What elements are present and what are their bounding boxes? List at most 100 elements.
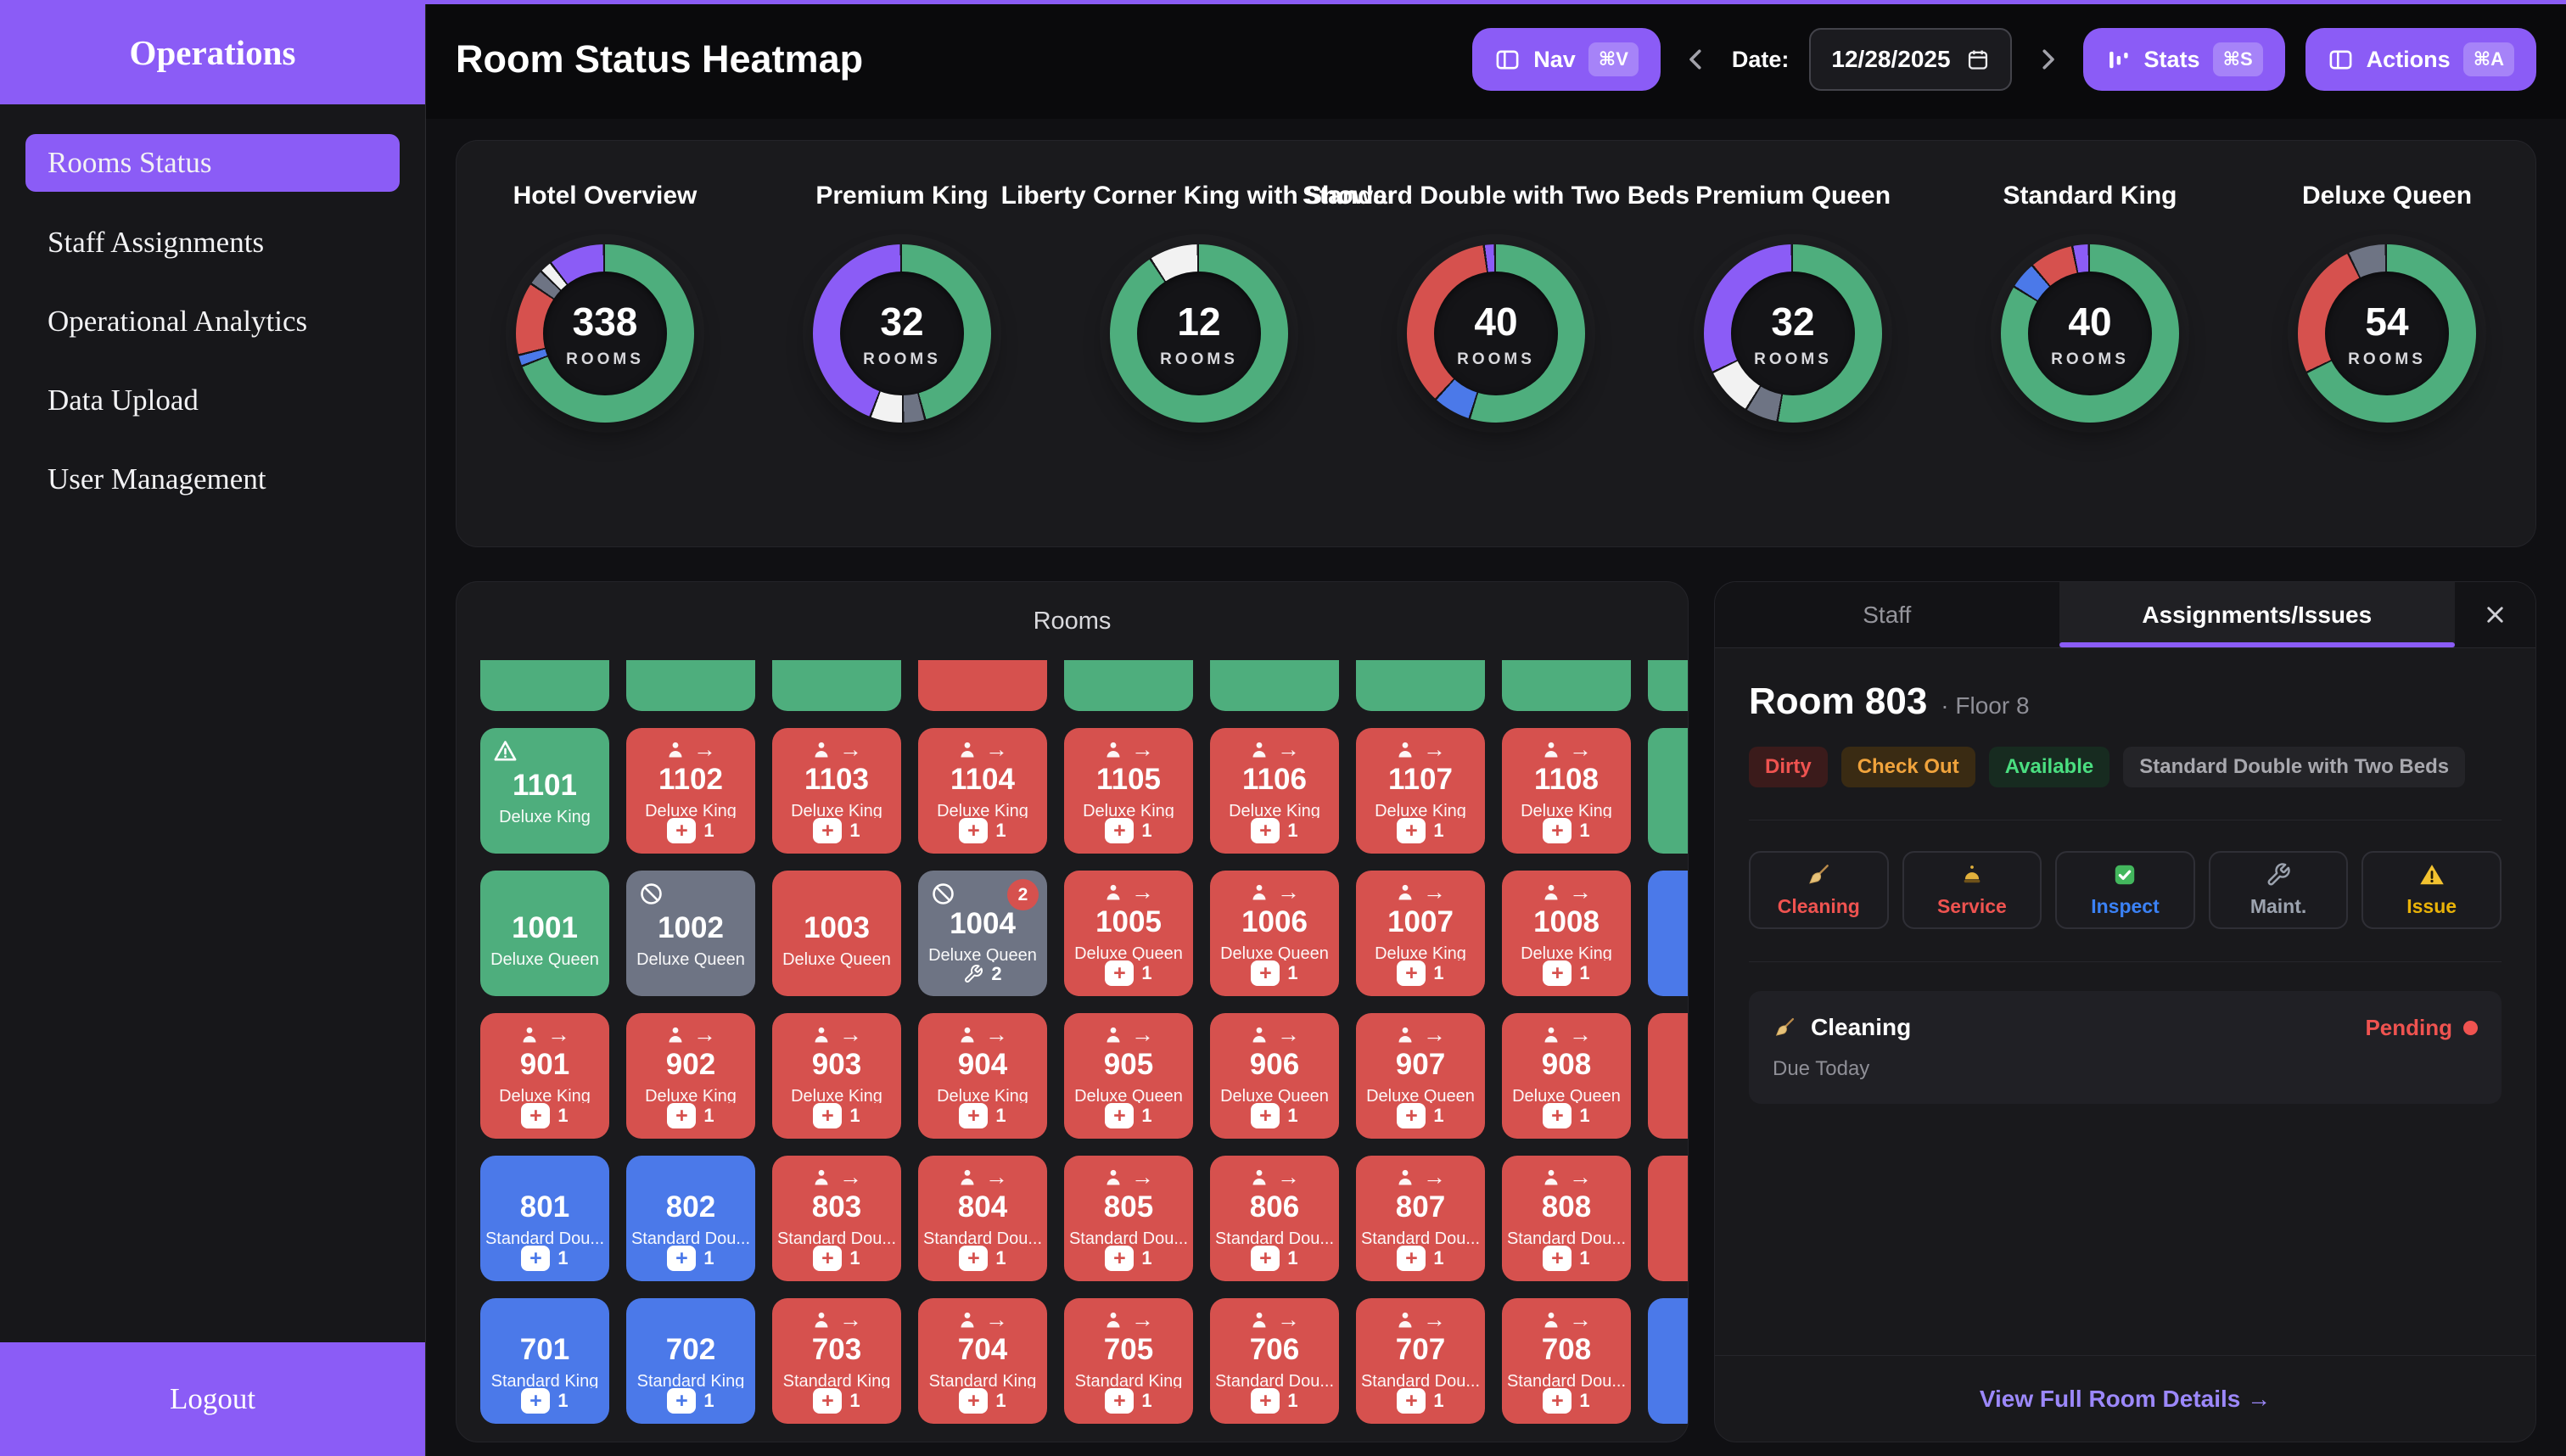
room-tile-partial[interactable]	[1210, 660, 1339, 711]
room-tile-805[interactable]: → 805 Standard Dou... +1	[1064, 1156, 1193, 1281]
room-tile-1101[interactable]: 1101 Deluxe King	[480, 728, 609, 854]
room-tile-1003[interactable]: 1003 Deluxe Queen	[772, 871, 901, 996]
task-card-cleaning[interactable]: Cleaning Pending Due Today	[1749, 991, 2502, 1104]
room-tile-sliver[interactable]	[1648, 1298, 1688, 1424]
room-tile-1104[interactable]: → 1104 Deluxe King +1	[918, 728, 1047, 854]
chart-group-standard-double-with-two-beds: Standard Double with Two Beds 40 ROOMS	[1303, 141, 1689, 546]
tile-top-icons: →	[1356, 1307, 1485, 1333]
cleaning-action-button[interactable]: Cleaning	[1749, 851, 1889, 929]
room-tile-1108[interactable]: → 1108 Deluxe King +1	[1502, 728, 1631, 854]
donut-chart-deluxe-queen: 54 ROOMS	[2298, 244, 2476, 423]
room-tile-902[interactable]: → 902 Deluxe King +1	[626, 1013, 755, 1139]
room-tile-803[interactable]: → 803 Standard Dou... +1	[772, 1156, 901, 1281]
room-tile-901[interactable]: → 901 Deluxe King +1	[480, 1013, 609, 1139]
tile-task-badge: +1	[1251, 818, 1298, 843]
room-tile-1006[interactable]: → 1006 Deluxe Queen +1	[1210, 871, 1339, 996]
room-tile-904[interactable]: → 904 Deluxe King +1	[918, 1013, 1047, 1139]
room-tile-907[interactable]: → 907 Deluxe Queen +1	[1356, 1013, 1485, 1139]
room-tile-808[interactable]: → 808 Standard Dou... +1	[1502, 1156, 1631, 1281]
room-type-label: Deluxe Queen	[1220, 944, 1329, 960]
tile-task-badge: +1	[667, 1103, 714, 1128]
tile-task-badge: +1	[959, 1388, 1006, 1414]
stats-button[interactable]: Stats ⌘S	[2082, 28, 2285, 91]
room-tile-708[interactable]: → 708 Standard Dou... +1	[1502, 1298, 1631, 1424]
room-tile-906[interactable]: → 906 Deluxe Queen +1	[1210, 1013, 1339, 1139]
room-tile-903[interactable]: → 903 Deluxe King +1	[772, 1013, 901, 1139]
room-tile-1007[interactable]: → 1007 Deluxe King +1	[1356, 871, 1485, 996]
room-tile-partial[interactable]	[1648, 660, 1688, 711]
logout-button[interactable]: Logout	[0, 1342, 425, 1456]
date-next-button[interactable]	[2032, 44, 2063, 75]
donut-center: 338 ROOMS	[543, 272, 667, 395]
room-tile-partial[interactable]	[480, 660, 609, 711]
donut-room-label: ROOMS	[2051, 350, 2129, 368]
close-panel-button[interactable]	[2455, 582, 2535, 647]
tile-task-count: 1	[703, 820, 714, 841]
room-tile-702[interactable]: 702 Standard King +1	[626, 1298, 755, 1424]
tile-task-badge: +1	[1543, 960, 1590, 986]
room-tile-partial[interactable]	[1502, 660, 1631, 711]
room-tile-804[interactable]: → 804 Standard Dou... +1	[918, 1156, 1047, 1281]
view-full-room-details-link[interactable]: View Full Room Details →	[1979, 1385, 2272, 1412]
room-tile-706[interactable]: → 706 Standard Dou... +1	[1210, 1298, 1339, 1424]
room-tile-707[interactable]: → 707 Standard Dou... +1	[1356, 1298, 1485, 1424]
plus-chip-icon: +	[1397, 1103, 1426, 1128]
room-tile-1105[interactable]: → 1105 Deluxe King +1	[1064, 728, 1193, 854]
room-tile-1004[interactable]: 2 1004 Deluxe Queen 2	[918, 871, 1047, 996]
sidebar-item-data-upload[interactable]: Data Upload	[48, 383, 199, 417]
room-tile-sliver[interactable]	[1648, 1156, 1688, 1281]
tab-assignments-issues[interactable]: Assignments/Issues	[2059, 582, 2456, 647]
actions-button[interactable]: Actions ⌘A	[2305, 28, 2536, 91]
maint-action-button[interactable]: Maint.	[2208, 851, 2349, 929]
room-tile-704[interactable]: → 704 Standard King +1	[918, 1298, 1047, 1424]
sidebar-item-user-management[interactable]: User Management	[48, 462, 266, 496]
room-tile-1103[interactable]: → 1103 Deluxe King +1	[772, 728, 901, 854]
room-tile-701[interactable]: 701 Standard King +1	[480, 1298, 609, 1424]
room-tile-sliver[interactable]	[1648, 1013, 1688, 1139]
room-tile-905[interactable]: → 905 Deluxe Queen +1	[1064, 1013, 1193, 1139]
chart-group-premium-king: Premium King 32 ROOMS	[754, 141, 1050, 546]
room-tile-1008[interactable]: → 1008 Deluxe King +1	[1502, 871, 1631, 996]
tab-staff[interactable]: Staff	[1863, 601, 1912, 628]
room-tile-1001[interactable]: 1001 Deluxe Queen	[480, 871, 609, 996]
status-badges: Dirty Check Out Available Standard Double w…	[1749, 747, 2502, 787]
task-status: Pending	[2365, 1014, 2452, 1040]
room-tile-908[interactable]: → 908 Deluxe Queen +1	[1502, 1013, 1631, 1139]
room-tile-801[interactable]: 801 Standard Dou... +1	[480, 1156, 609, 1281]
room-tile-1002[interactable]: 1002 Deluxe Queen	[626, 871, 755, 996]
room-tile-partial[interactable]	[1356, 660, 1485, 711]
date-prev-button[interactable]	[1681, 44, 1712, 75]
tile-task-count: 1	[1287, 820, 1298, 841]
tile-task-count: 1	[1579, 1390, 1590, 1411]
tile-task-count: 1	[849, 1105, 860, 1126]
room-type-label: Standard Dou...	[1360, 1229, 1481, 1246]
room-tile-703[interactable]: → 703 Standard King +1	[772, 1298, 901, 1424]
room-tile-1106[interactable]: → 1106 Deluxe King +1	[1210, 728, 1339, 854]
nav-button[interactable]: Nav ⌘V	[1472, 28, 1661, 91]
service-action-button[interactable]: Service	[1902, 851, 2042, 929]
sidebar-item-staff-assignments[interactable]: Staff Assignments	[48, 225, 265, 259]
room-tile-1102[interactable]: → 1102 Deluxe King +1	[626, 728, 755, 854]
room-tile-partial[interactable]	[772, 660, 901, 711]
tile-top-icons: →	[1210, 1022, 1339, 1048]
sidebar-item-operational-analytics[interactable]: Operational Analytics	[48, 304, 308, 338]
calendar-icon[interactable]	[1966, 48, 1990, 71]
room-tile-sliver[interactable]	[1648, 728, 1688, 854]
room-tile-802[interactable]: 802 Standard Dou... +1	[626, 1156, 755, 1281]
donut-room-count: 32	[1771, 299, 1815, 344]
room-tile-partial[interactable]	[1064, 660, 1193, 711]
room-tile-807[interactable]: → 807 Standard Dou... +1	[1356, 1156, 1485, 1281]
room-tile-sliver[interactable]	[1648, 871, 1688, 996]
room-tile-partial[interactable]	[918, 660, 1047, 711]
date-input[interactable]: 12/28/2025	[1809, 28, 2012, 91]
inspect-action-button[interactable]: Inspect	[2055, 851, 2195, 929]
room-tile-705[interactable]: → 705 Standard King +1	[1064, 1298, 1193, 1424]
room-tile-partial[interactable]	[626, 660, 755, 711]
room-tile-1005[interactable]: → 1005 Deluxe Queen +1	[1064, 871, 1193, 996]
sidebar-item-rooms-status[interactable]: Rooms Status	[25, 134, 400, 192]
action-label: Service	[1936, 895, 2007, 917]
tile-task-badge: +1	[1105, 960, 1152, 986]
issue-action-button[interactable]: Issue	[2362, 851, 2502, 929]
room-tile-806[interactable]: → 806 Standard Dou... +1	[1210, 1156, 1339, 1281]
room-tile-1107[interactable]: → 1107 Deluxe King +1	[1356, 728, 1485, 854]
